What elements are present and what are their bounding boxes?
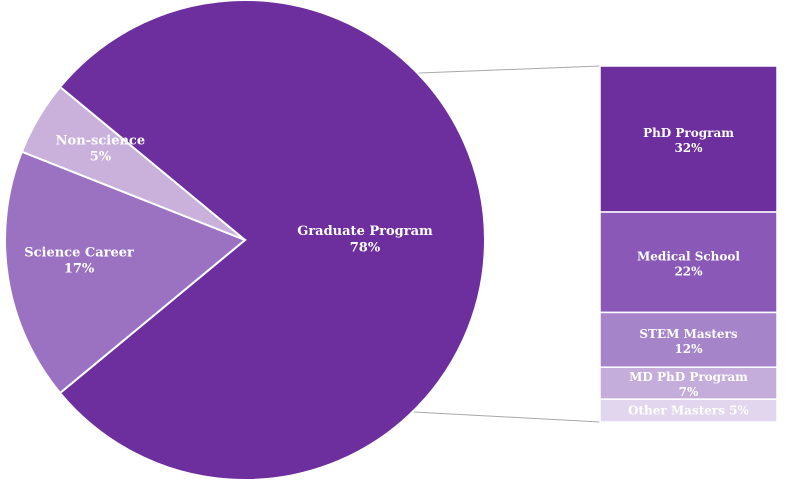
chart-labels: Graduate Program 78% Science Career 17% Non-… [24,126,749,418]
pie-label-science-career: Science Career 17% [24,245,134,276]
stacked-bar [599,65,778,423]
pie-label-non-science: Non-science 5% [56,133,145,164]
pie-slice-non-science [20,85,246,241]
bar-segment-medical-school [599,211,778,314]
bar-label-phd-program: PhD Program 32% [643,126,734,155]
bar-segment-other-masters [599,398,778,423]
bar-segment-md-phd-program [599,366,778,400]
pie-slice-science-career [4,150,247,395]
pie-label-graduate-program: Graduate Program 78% [297,224,433,255]
bar-label-medical-school: Medical School 22% [637,249,740,278]
bar-label-md-phd-program: MD PhD Program 7% [629,370,748,399]
bar-segment-phd-program [599,65,778,213]
bar-label-other-masters: Other Masters 5% [628,404,749,418]
pie-slice-graduate-program [58,0,487,481]
pie-chart [4,0,487,481]
bar-label-stem-masters: STEM Masters 12% [639,327,738,356]
